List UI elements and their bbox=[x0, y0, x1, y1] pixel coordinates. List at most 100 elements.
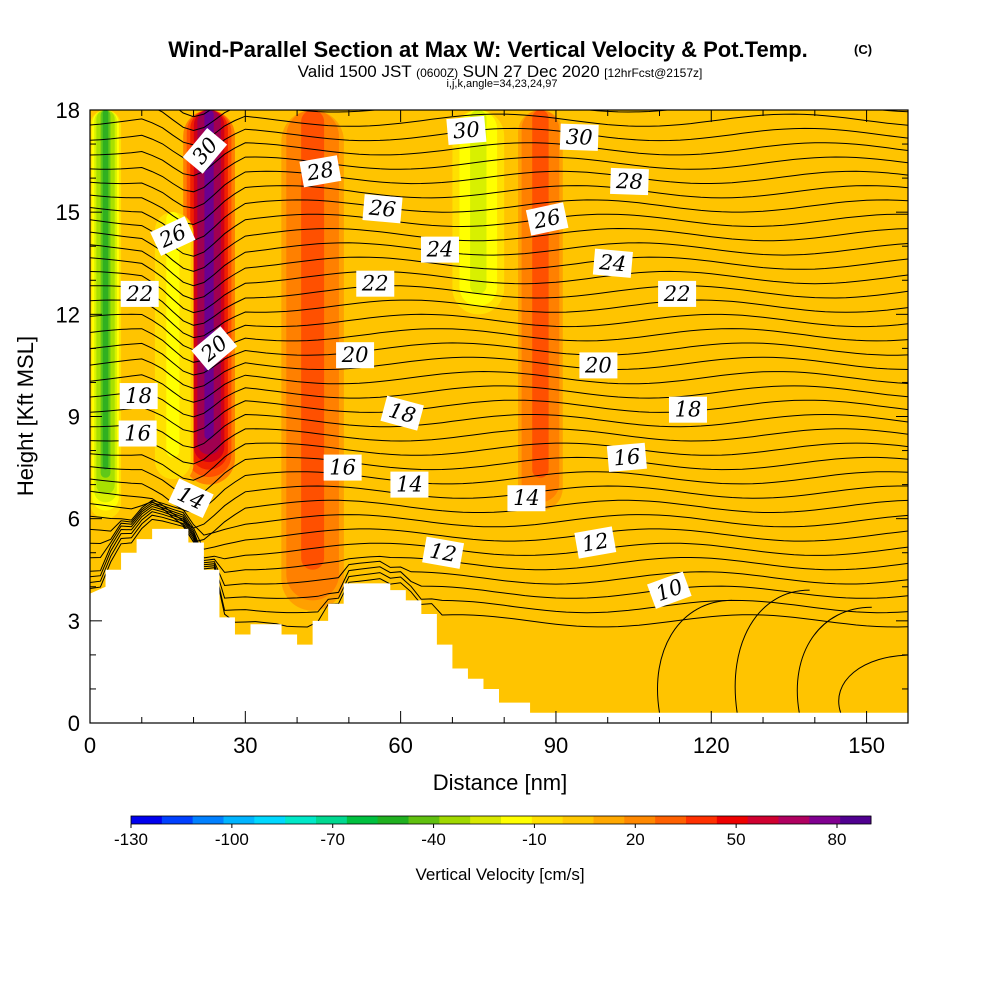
contour-label-text: 28 bbox=[615, 169, 644, 194]
contour-label-box bbox=[507, 485, 546, 512]
velocity-band bbox=[535, 110, 546, 470]
theta-contour-line bbox=[90, 127, 908, 161]
contour-label-text: 16 bbox=[124, 422, 151, 446]
contour-label: 30 bbox=[559, 123, 599, 151]
x-tick-label: 30 bbox=[233, 733, 257, 758]
y-tick-label: 3 bbox=[68, 609, 80, 634]
theta-contour-line bbox=[90, 199, 908, 242]
contour-label-box bbox=[362, 194, 403, 224]
theta-contour-line bbox=[90, 505, 908, 573]
contour-label: 28 bbox=[610, 167, 649, 196]
contour-label-box bbox=[120, 280, 159, 307]
contour-label-box bbox=[119, 383, 158, 410]
contour-label: 18 bbox=[380, 395, 424, 431]
colorbar-title: Vertical Velocity [cm/s] bbox=[415, 865, 584, 884]
contour-label-box bbox=[420, 236, 459, 263]
terrain bbox=[90, 528, 908, 723]
contour-label-text: 18 bbox=[125, 384, 152, 408]
theta-contours bbox=[90, 110, 908, 713]
contour-label: 14 bbox=[390, 471, 429, 498]
contour-label-box bbox=[658, 280, 697, 307]
colorbar-swatch bbox=[346, 816, 379, 824]
x-axis: 0 30 60 90 120 150 bbox=[84, 110, 885, 758]
theta-contour-line bbox=[90, 342, 908, 376]
contour-label-box bbox=[380, 395, 424, 431]
y-tick-label: 6 bbox=[68, 507, 80, 532]
theta-contour-line bbox=[90, 399, 908, 433]
colorbar-label: -70 bbox=[320, 830, 345, 849]
theta-contour-line bbox=[90, 518, 908, 628]
colorbar-swatch bbox=[686, 816, 718, 824]
contour-label: 28 bbox=[299, 155, 342, 188]
contour-label: 16 bbox=[606, 442, 647, 472]
colorbar-swatch bbox=[223, 816, 255, 824]
contour-label-box bbox=[182, 127, 228, 174]
contour-label-box bbox=[390, 471, 429, 498]
subtitle-valid-time: Valid 1500 JST bbox=[298, 62, 412, 81]
y-tick-label: 15 bbox=[56, 200, 80, 225]
theta-contour-line bbox=[90, 170, 908, 209]
contour-label-box bbox=[422, 536, 465, 569]
theta-contour-line bbox=[90, 185, 908, 226]
contour-label-text: 30 bbox=[565, 125, 593, 150]
theta-contour-line bbox=[796, 606, 872, 713]
colorbar-swatch bbox=[747, 816, 779, 824]
contour-label: 14 bbox=[507, 485, 546, 512]
contour-label: 20 bbox=[579, 352, 618, 379]
theta-contour-line bbox=[90, 299, 908, 339]
contour-label-box bbox=[168, 478, 214, 519]
colorbar-swatch bbox=[408, 816, 440, 824]
contour-label: 22 bbox=[658, 280, 697, 307]
theta-contour-line bbox=[90, 499, 908, 543]
x-axis-label: Distance [nm] bbox=[433, 770, 568, 795]
contour-label-text: 12 bbox=[428, 539, 458, 567]
velocity-band bbox=[473, 110, 483, 290]
x-tick-label: 90 bbox=[544, 733, 568, 758]
y-tick-label: 18 bbox=[56, 98, 80, 123]
contour-label: 16 bbox=[118, 420, 157, 447]
subtitle-forecast: [12hrFcst@2157z] bbox=[604, 66, 702, 80]
theta-contour-line bbox=[838, 654, 908, 713]
contour-label-box bbox=[118, 420, 157, 447]
y-tick-label: 9 bbox=[68, 405, 80, 430]
contour-label-box bbox=[579, 352, 618, 379]
colorbar-label: -40 bbox=[421, 830, 446, 849]
y-axis: 0 3 6 9 12 15 18 bbox=[56, 98, 908, 736]
colorbar-swatch bbox=[192, 816, 224, 824]
theta-contour-line bbox=[90, 370, 908, 403]
theta-contour-line bbox=[90, 385, 908, 418]
theta-contour-line bbox=[90, 501, 908, 550]
chart-subtitle: Valid 1500 JST (0600Z) SUN 27 Dec 2020 [… bbox=[298, 62, 703, 81]
velocity-band bbox=[306, 110, 320, 560]
colorbar: -130 -100 -70 -40 -10 20 50 80 bbox=[114, 815, 872, 849]
subtitle-date: SUN 27 Dec 2020 bbox=[463, 62, 600, 81]
colorbar-swatch bbox=[624, 816, 656, 824]
contour-label-box bbox=[592, 248, 633, 278]
colorbar-swatch bbox=[655, 816, 687, 824]
colorbar-swatch bbox=[439, 816, 471, 824]
colorbar-swatch bbox=[716, 816, 749, 824]
contour-label-box bbox=[559, 123, 599, 151]
x-tick-label: 150 bbox=[848, 733, 885, 758]
theta-contour-line bbox=[90, 156, 908, 193]
contour-label-box bbox=[150, 216, 196, 256]
colorbar-swatch bbox=[778, 816, 810, 824]
x-tick-label: 60 bbox=[388, 733, 412, 758]
contour-label-text: 22 bbox=[361, 272, 389, 296]
y-tick-label: 12 bbox=[56, 302, 80, 327]
contour-label: 22 bbox=[356, 270, 395, 297]
colorbar-swatch bbox=[161, 816, 194, 824]
theta-contour-line bbox=[90, 270, 908, 314]
colorbar-swatch bbox=[316, 816, 348, 824]
theta-contour-line bbox=[90, 471, 908, 514]
theta-contour-line bbox=[90, 508, 908, 587]
chart-subtitle-indices: i,j,k,angle=34,23,24,97 bbox=[446, 78, 557, 90]
theta-contour-line bbox=[90, 503, 908, 560]
contour-label: 24 bbox=[420, 236, 459, 263]
theta-contour-line bbox=[90, 442, 908, 481]
contour-label: 24 bbox=[592, 248, 633, 278]
contour-label-box bbox=[647, 571, 692, 609]
theta-contour-line bbox=[90, 285, 908, 326]
